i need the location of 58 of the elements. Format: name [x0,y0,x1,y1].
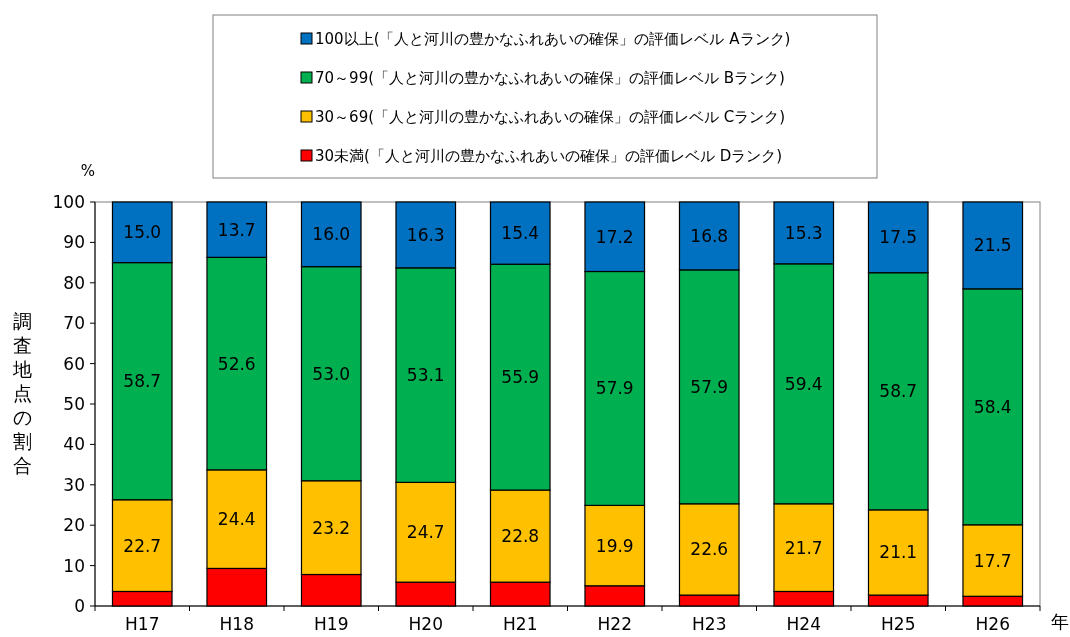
data-label: 58.7 [879,381,918,402]
data-label: 58.4 [973,396,1012,417]
legend-label: 30～69(「人と河川の豊かなふれあいの確保」の評価レベル Cランク) [315,108,786,126]
data-label: 17.2 [595,226,634,247]
y-tick-label: 20 [63,515,85,536]
data-label: 13.7 [217,219,256,240]
x-tick-label: H24 [786,614,821,634]
data-label: 57.9 [690,376,729,397]
data-label: 15.4 [501,223,540,244]
data-label: 16.8 [690,225,729,246]
x-tick-label: H26 [975,614,1010,634]
x-tick-label: H22 [597,614,632,634]
x-tick-label: H25 [881,614,916,634]
y-tick-label: 50 [63,394,85,414]
data-label: 22.7 [123,535,162,556]
y-tick-label: 0 [74,596,85,616]
y-axis-title: 調査地点の割合 [11,310,32,476]
data-label: 17.5 [879,227,918,248]
data-label: 53.1 [406,365,445,386]
x-tick-label: H19 [314,614,349,634]
data-label: 24.4 [217,509,256,530]
y-tick-label: 60 [63,353,85,374]
x-tick-label: H20 [408,614,443,634]
y-tick-label: 70 [63,313,85,334]
data-label: 23.2 [312,517,351,538]
legend-label: 100以上(「人と河川の豊かなふれあいの確保」の評価レベル Aランク) [315,30,791,48]
x-tick-label: H21 [503,614,538,634]
y-tick-label: 90 [63,232,85,253]
data-label: 21.5 [973,235,1012,256]
x-tick-label: H18 [219,614,254,634]
data-label: 15.3 [784,222,823,243]
data-label: 15.0 [123,222,162,243]
data-label: 57.9 [595,378,634,399]
data-label: 58.7 [123,371,162,392]
y-tick-label: 40 [63,434,85,455]
legend-label: 30未満(「人と河川の豊かなふれあいの確保」の評価レベル Dランク) [315,147,783,165]
data-label: 17.7 [973,550,1012,571]
data-label: 52.6 [217,353,256,374]
data-label: 53.0 [312,363,351,384]
x-axis-title: 年 [1051,611,1069,632]
data-label: 55.9 [501,367,540,388]
data-label: 16.3 [406,224,445,245]
data-label: 22.6 [690,539,729,560]
y-tick-label: 80 [63,272,85,293]
data-label: 22.8 [501,526,540,547]
x-tick-label: H23 [692,614,727,634]
data-label: 16.0 [312,224,351,245]
y-tick-label: 10 [63,555,85,576]
data-label: 21.1 [879,542,918,563]
y-tick-label: 100 [52,192,85,212]
legend-label: 70～99(「人と河川の豊かなふれあいの確保」の評価レベル Bランク) [315,69,785,87]
data-label: 21.7 [784,537,823,558]
y-tick-label: 30 [63,474,85,495]
data-label: 59.4 [784,373,823,394]
data-label: 19.9 [595,535,634,556]
x-tick-label: H17 [125,614,160,634]
data-label: 24.7 [406,522,445,543]
text: % [80,162,96,180]
